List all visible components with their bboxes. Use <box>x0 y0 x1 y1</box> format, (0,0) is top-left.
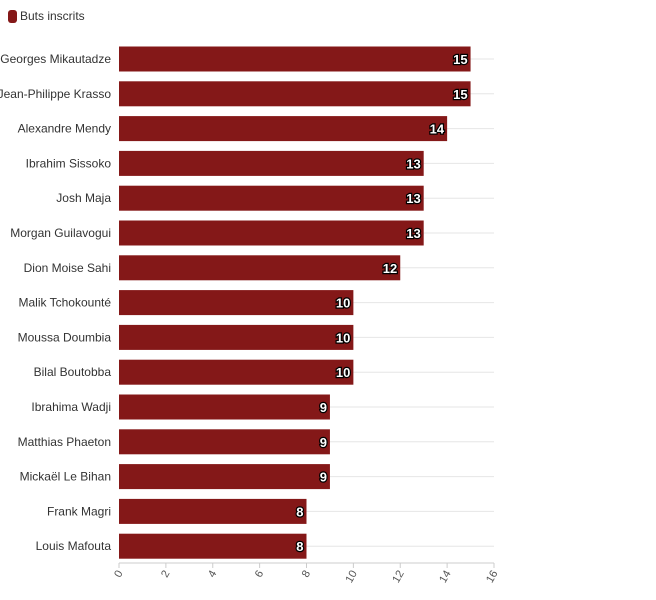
bar[interactable] <box>119 290 354 316</box>
x-tick-label: 12 <box>390 569 407 586</box>
x-tick-label: 8 <box>300 569 313 580</box>
category-label: Dion Moise Sahi <box>24 261 111 275</box>
category-label: Frank Magri <box>47 504 111 518</box>
legend[interactable]: Buts inscrits <box>8 9 85 23</box>
bar[interactable] <box>119 394 330 420</box>
category-label: Morgan Guilavogui <box>10 226 111 240</box>
data-label: 14 <box>430 122 445 137</box>
bar[interactable] <box>119 150 424 176</box>
data-label: 10 <box>336 330 350 345</box>
bar[interactable] <box>119 185 424 211</box>
bar[interactable] <box>119 498 307 524</box>
category-label: Louis Mafouta <box>36 539 112 553</box>
data-label: 13 <box>406 156 420 171</box>
data-label: 9 <box>320 400 327 415</box>
bar[interactable] <box>119 533 307 559</box>
bar[interactable] <box>119 46 471 72</box>
category-label: Matthias Phaeton <box>18 435 111 449</box>
bar[interactable] <box>119 255 401 281</box>
category-label: Ibrahima Wadji <box>31 400 111 414</box>
category-label: Alexandre Mendy <box>18 122 111 136</box>
category-label: Mickaël Le Bihan <box>20 470 111 484</box>
x-tick-label: 10 <box>343 569 360 586</box>
category-label: Georges Mikautadze <box>0 52 111 66</box>
data-label: 15 <box>453 52 467 67</box>
x-tick-label: 2 <box>159 569 172 580</box>
x-tick-label: 4 <box>206 569 219 580</box>
category-label: Malik Tchokounté <box>19 296 112 310</box>
category-label: Ibrahim Sissoko <box>26 156 112 170</box>
bar[interactable] <box>119 220 424 246</box>
category-label: Bilal Boutobba <box>34 365 112 379</box>
data-label: 13 <box>406 226 420 241</box>
data-label: 13 <box>406 191 420 206</box>
data-label: 10 <box>336 365 350 380</box>
data-label: 10 <box>336 296 350 311</box>
bar[interactable] <box>119 81 471 107</box>
category-label: Josh Maja <box>56 191 111 205</box>
x-tick-label: 6 <box>253 569 266 580</box>
legend-swatch <box>8 9 17 23</box>
x-tick-label: 16 <box>484 569 501 586</box>
data-label: 9 <box>320 470 327 485</box>
data-label: 8 <box>296 539 303 554</box>
x-tick-label: 0 <box>112 569 125 580</box>
legend-label: Buts inscrits <box>20 9 85 23</box>
data-label: 9 <box>320 435 327 450</box>
bar[interactable] <box>119 429 330 455</box>
x-tick-label: 14 <box>437 569 454 586</box>
category-label: Moussa Doumbia <box>18 330 112 344</box>
bar[interactable] <box>119 324 354 350</box>
data-label: 12 <box>383 261 397 276</box>
data-label: 8 <box>296 504 303 519</box>
bar[interactable] <box>119 464 330 490</box>
category-label: Jean-Philippe Krasso <box>0 87 111 101</box>
bar[interactable] <box>119 359 354 385</box>
data-label: 15 <box>453 87 467 102</box>
bar[interactable] <box>119 116 448 142</box>
